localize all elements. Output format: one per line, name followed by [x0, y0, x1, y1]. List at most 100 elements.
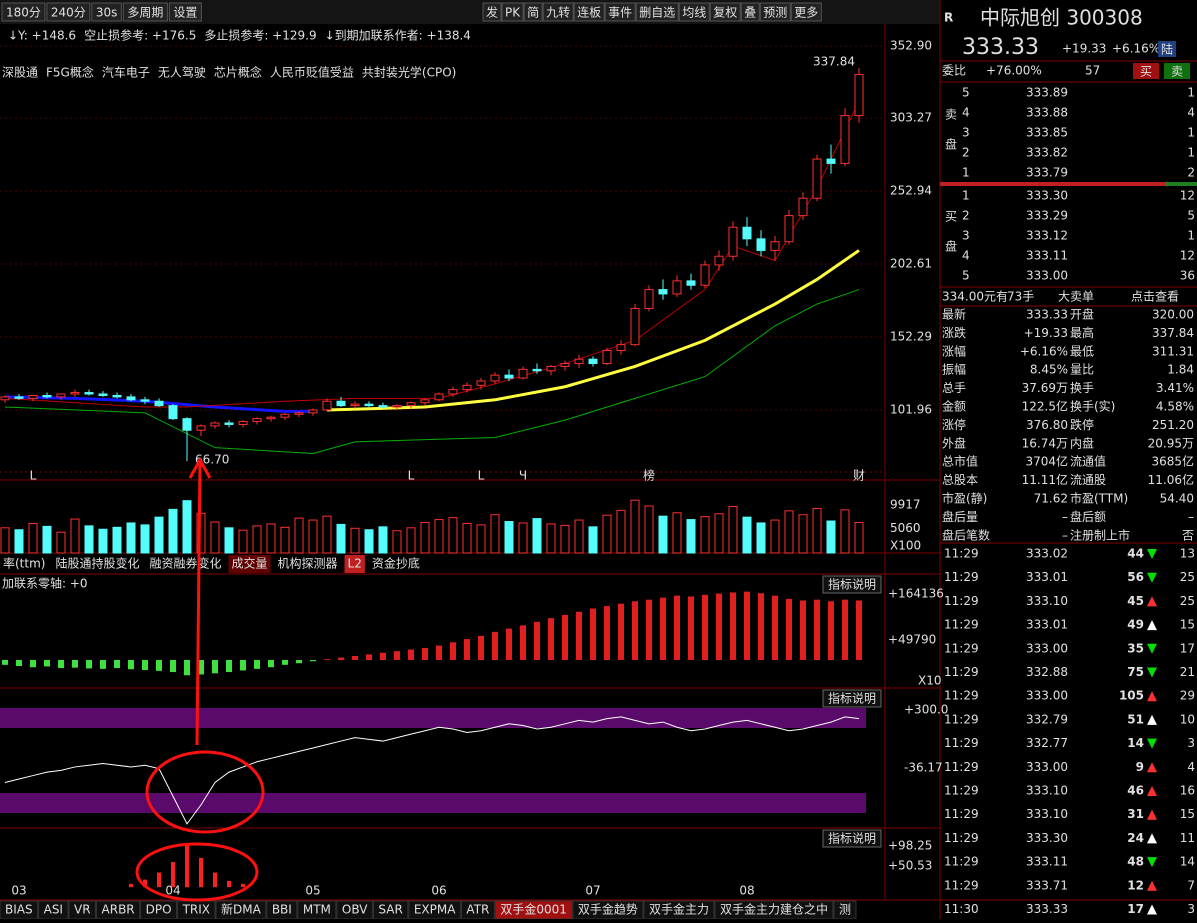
bottom-tab-label[interactable]: 测	[839, 903, 851, 917]
indicator-tab-label[interactable]: L2	[348, 557, 362, 571]
toolbar-label[interactable]: 事件	[608, 6, 632, 20]
help-button[interactable]	[822, 829, 882, 848]
buy-label[interactable]: 买	[1140, 65, 1152, 79]
toolbar-label[interactable]: 连板	[577, 5, 601, 20]
indicator-tab-label[interactable]: 陆股通持股变化	[55, 556, 139, 571]
concept-tag[interactable]: 深股通	[2, 66, 38, 80]
concept-tag[interactable]: 人民币贬值受益	[270, 65, 354, 80]
bottom-tab-label[interactable]: TRIX	[182, 903, 210, 917]
toolbar-label[interactable]: 均线	[682, 6, 706, 20]
indicator-tab-label[interactable]: 率(ttm)	[3, 556, 45, 571]
bottom-tab-label[interactable]: 双手金主力	[649, 902, 709, 917]
volume-bar	[140, 524, 150, 554]
indicator-tab[interactable]	[368, 555, 423, 573]
help-button[interactable]	[822, 575, 882, 594]
indicator-tab[interactable]	[274, 555, 341, 573]
trade-count: 25	[1180, 570, 1195, 584]
bottom-tab-label[interactable]: EXPMA	[414, 903, 456, 917]
indicator-tab[interactable]	[52, 555, 143, 573]
bottom-tab-label[interactable]: VR	[74, 903, 91, 917]
indicator-tab[interactable]	[0, 555, 49, 573]
toolbar-label[interactable]: 设置	[173, 6, 197, 20]
event-marker: 财	[853, 469, 865, 483]
bottom-tab-label[interactable]: BIAS	[5, 903, 33, 917]
bottom-tab-label[interactable]: ARBR	[102, 903, 135, 917]
indicator-tab-label[interactable]: 融资融券变化	[149, 556, 221, 571]
toolbar-label[interactable]: 简	[527, 6, 539, 20]
bottom-tab-label[interactable]: BBI	[272, 903, 292, 917]
indicator-tab-label[interactable]: 资金抄底	[372, 556, 420, 571]
toolbar-button[interactable]	[91, 2, 122, 22]
toolbar-button[interactable]	[122, 2, 168, 22]
toolbar-button[interactable]	[168, 2, 202, 22]
volume-bar	[504, 521, 514, 554]
toolbar-button[interactable]	[740, 2, 760, 22]
order-note[interactable]: 点击查看	[1131, 290, 1179, 304]
concept-tag[interactable]: 芯片概念	[214, 65, 262, 80]
order-note: 大卖单	[1058, 290, 1094, 304]
help-label[interactable]: 指标说明	[828, 831, 876, 846]
toolbar-button[interactable]	[604, 2, 636, 22]
quote-value: –	[1062, 528, 1068, 542]
toolbar-button[interactable]	[573, 2, 605, 22]
trade-volume: 24	[1127, 831, 1144, 845]
concept-tag[interactable]: 无人驾驶	[158, 65, 206, 80]
indicator-tab-label[interactable]: 成交量	[232, 556, 268, 571]
help-label[interactable]: 指标说明	[828, 577, 876, 592]
help-label[interactable]: 指标说明	[828, 691, 876, 706]
bottom-tab-label[interactable]: 双手金趋势	[578, 902, 638, 917]
trade-count: 10	[1180, 712, 1195, 726]
toolbar-button[interactable]	[482, 2, 502, 22]
concept-tag[interactable]: F5G概念	[46, 65, 94, 80]
bottom-tab-label[interactable]: 双手金主力建仓之中	[720, 902, 828, 917]
annotation-circle	[135, 842, 259, 902]
toolbar-label[interactable]: 30s	[96, 6, 118, 20]
concept-tag[interactable]: 汽车电子	[102, 65, 150, 80]
help-button[interactable]	[822, 689, 882, 708]
trade-time: 11:29	[944, 641, 979, 655]
volume-bar	[42, 525, 52, 554]
toolbar-label[interactable]: 删自选	[639, 6, 675, 20]
toolbar-button[interactable]	[523, 2, 543, 22]
bottom-tab-label[interactable]: DPO	[146, 903, 172, 917]
toolbar-button[interactable]	[501, 2, 524, 22]
book-price: 333.79	[1026, 166, 1068, 180]
toolbar-label[interactable]: PK	[505, 6, 521, 20]
indicator-tab-label[interactable]: 机构探测器	[278, 556, 338, 571]
bottom-tab-label[interactable]: OBV	[342, 903, 368, 917]
toolbar-button[interactable]	[46, 2, 91, 22]
indicator-tab[interactable]	[228, 555, 271, 573]
toolbar-button[interactable]	[709, 2, 741, 22]
bottom-tab-label[interactable]: 双手金0001	[500, 902, 567, 917]
bottom-tab-label[interactable]: SAR	[378, 903, 402, 917]
bottom-tab-label[interactable]: ASI	[44, 903, 63, 917]
bottom-tab-label[interactable]: ATR	[466, 903, 489, 917]
trade-time: 11:29	[944, 784, 979, 798]
bottom-tab-label[interactable]: 新DMA	[221, 902, 262, 917]
quote-value: 20.95万	[1148, 436, 1194, 450]
indicator-tab[interactable]	[344, 555, 365, 573]
toolbar-label[interactable]: 九转	[546, 5, 570, 20]
trade-arrow	[1147, 762, 1157, 773]
toolbar-label[interactable]: 240分	[51, 6, 86, 20]
toolbar-label[interactable]: 发	[486, 5, 498, 20]
toolbar-button[interactable]	[542, 2, 574, 22]
toolbar-label[interactable]: 多周期	[127, 6, 163, 20]
toolbar-label[interactable]: 复权	[713, 6, 737, 20]
toolbar-button[interactable]	[635, 2, 679, 22]
indicator-tab[interactable]	[146, 555, 225, 573]
toolbar-button[interactable]	[678, 2, 710, 22]
trade-volume: 14	[1127, 736, 1144, 750]
bottom-tab-label[interactable]: MTM	[303, 903, 331, 917]
sell-button[interactable]	[1164, 63, 1190, 79]
toolbar-button[interactable]	[790, 2, 822, 22]
buy-button[interactable]	[1133, 63, 1159, 79]
sell-label[interactable]: 卖	[1171, 65, 1183, 79]
toolbar-label[interactable]: 叠	[744, 6, 756, 20]
toolbar-label[interactable]: 预测	[763, 6, 787, 20]
toolbar-button[interactable]	[759, 2, 791, 22]
concept-tag[interactable]: 共封装光学(CPO)	[362, 65, 456, 80]
toolbar-label[interactable]: 更多	[794, 6, 818, 20]
toolbar-label[interactable]: 180分	[6, 6, 41, 20]
toolbar-button[interactable]	[1, 2, 46, 22]
